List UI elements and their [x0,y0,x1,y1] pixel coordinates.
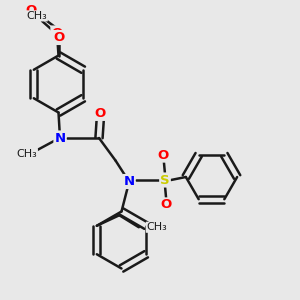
Text: S: S [160,173,170,187]
Text: CH₃: CH₃ [146,222,167,232]
Text: O: O [26,4,37,17]
Text: O: O [158,148,169,162]
Text: N: N [54,131,66,145]
Text: CH₃: CH₃ [16,148,38,159]
Text: O: O [161,198,172,212]
Text: O: O [53,31,64,44]
Text: CH₃: CH₃ [26,11,47,21]
Text: O: O [51,26,63,40]
Text: O: O [95,107,106,120]
Text: N: N [123,175,135,188]
